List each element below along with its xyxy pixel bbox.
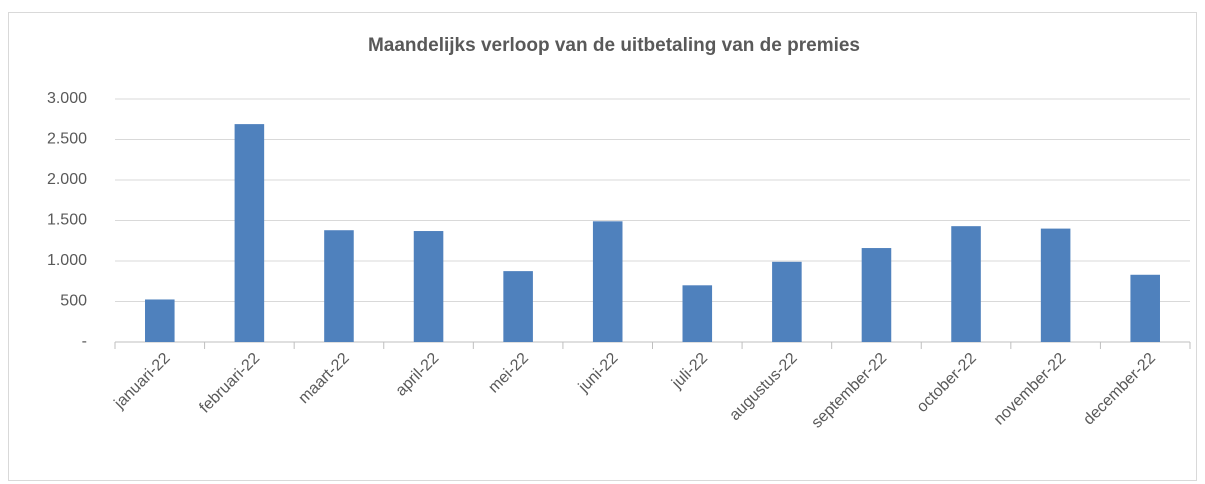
y-tick-label: 2.500 (47, 131, 87, 148)
chart-title: Maandelijks verloop van de uitbetaling v… (368, 35, 860, 56)
y-tick-label: 1.500 (47, 212, 87, 229)
y-tick-label: 1.000 (47, 252, 87, 269)
bar (1130, 274, 1160, 342)
bar (592, 221, 623, 342)
bar (234, 124, 265, 342)
y-tick-label: 3.000 (47, 90, 87, 107)
bar (145, 299, 175, 342)
bar (951, 226, 981, 342)
bar (503, 271, 533, 342)
bar (413, 231, 444, 342)
bar (772, 261, 802, 342)
y-tick-label: - (82, 333, 87, 350)
bar (324, 230, 354, 342)
y-tick-label: 2.000 (47, 171, 87, 188)
y-tick-label: 500 (60, 293, 87, 310)
bar (861, 248, 892, 342)
bar (1040, 228, 1071, 342)
bar (682, 285, 713, 342)
